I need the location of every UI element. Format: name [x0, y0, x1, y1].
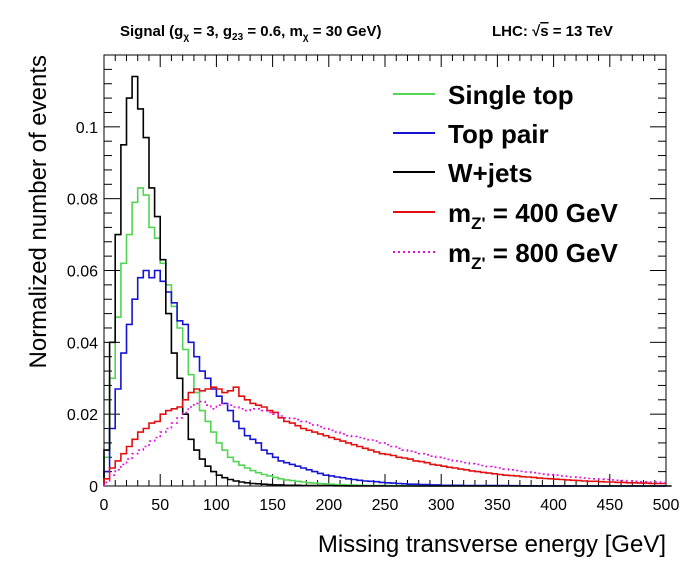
legend-label-mz-400: mZ' = 400 GeV	[448, 198, 618, 233]
y-tick-label: 0.02	[67, 407, 98, 424]
x-tick-label: 350	[484, 497, 511, 514]
series-w-jets	[103, 75, 672, 487]
y-tick-labels: 0 0.02 0.04 0.06 0.08 0.1	[67, 120, 98, 496]
y-tick-label: 0.08	[67, 192, 98, 209]
g23-value: = 0.6, m	[243, 23, 303, 40]
s-symbol: s	[540, 23, 548, 40]
legend-label-top-pair: Top pair	[448, 119, 549, 149]
x-tick-label: 400	[540, 497, 567, 514]
x-tick-label: 100	[203, 497, 230, 514]
m-chi-subscript: χ	[303, 32, 309, 43]
x-tick-label: 300	[428, 497, 455, 514]
legend-label-w-jets: W+jets	[448, 158, 533, 188]
signal-label: Signal (g	[120, 23, 183, 40]
x-tick-labels: 0 50 100 150 200 250 300 350 400 450 500	[100, 497, 680, 514]
y-tick-label: 0.04	[67, 335, 98, 352]
lhc-label: LHC:	[492, 23, 532, 40]
m-chi-value: = 30 GeV)	[309, 23, 382, 40]
x-tick-label: 500	[653, 497, 680, 514]
g23-subscript: 23	[232, 32, 244, 43]
g-chi-value: = 3, g	[189, 23, 232, 40]
x-axis-title: Missing transverse energy [GeV]	[318, 531, 666, 558]
y-axis-title: Normalized number of events	[25, 55, 52, 368]
y-tick-label: 0.06	[67, 264, 98, 281]
x-tick-label: 50	[151, 497, 169, 514]
legend-entry-top-pair: Top pair	[393, 119, 549, 149]
legend-entry-mz-400: mZ' = 400 GeV	[393, 198, 618, 233]
legend-label-single-top: Single top	[448, 80, 574, 110]
g-chi-subscript: χ	[183, 32, 189, 43]
lhc-header: LHC: √s = 13 TeV	[492, 23, 613, 40]
x-tick-label: 250	[372, 497, 399, 514]
sqrt-symbol: √	[532, 23, 541, 40]
series-group	[103, 75, 672, 487]
legend-entry-w-jets: W+jets	[393, 158, 533, 188]
y-tick-label: 0	[89, 479, 98, 496]
x-tick-label: 200	[315, 497, 342, 514]
signal-header: Signal (gχ = 3, g23 = 0.6, mχ = 30 GeV)	[120, 23, 382, 43]
energy-value: = 13 TeV	[549, 23, 613, 40]
y-tick-label: 0.1	[76, 120, 98, 137]
series-m-z-800-gev	[103, 400, 666, 486]
x-tick-label: 450	[596, 497, 623, 514]
legend-label-mz-800: mZ' = 800 GeV	[448, 238, 618, 273]
legend-entry-mz-800: mZ' = 800 GeV	[393, 238, 618, 273]
legend-entry-single-top: Single top	[393, 80, 574, 110]
x-tick-label: 0	[100, 497, 109, 514]
x-tick-label: 150	[259, 497, 286, 514]
series-m-z-400-gev	[103, 386, 666, 486]
legend: Single top Top pair W+jets mZ' = 400 GeV…	[393, 80, 618, 273]
